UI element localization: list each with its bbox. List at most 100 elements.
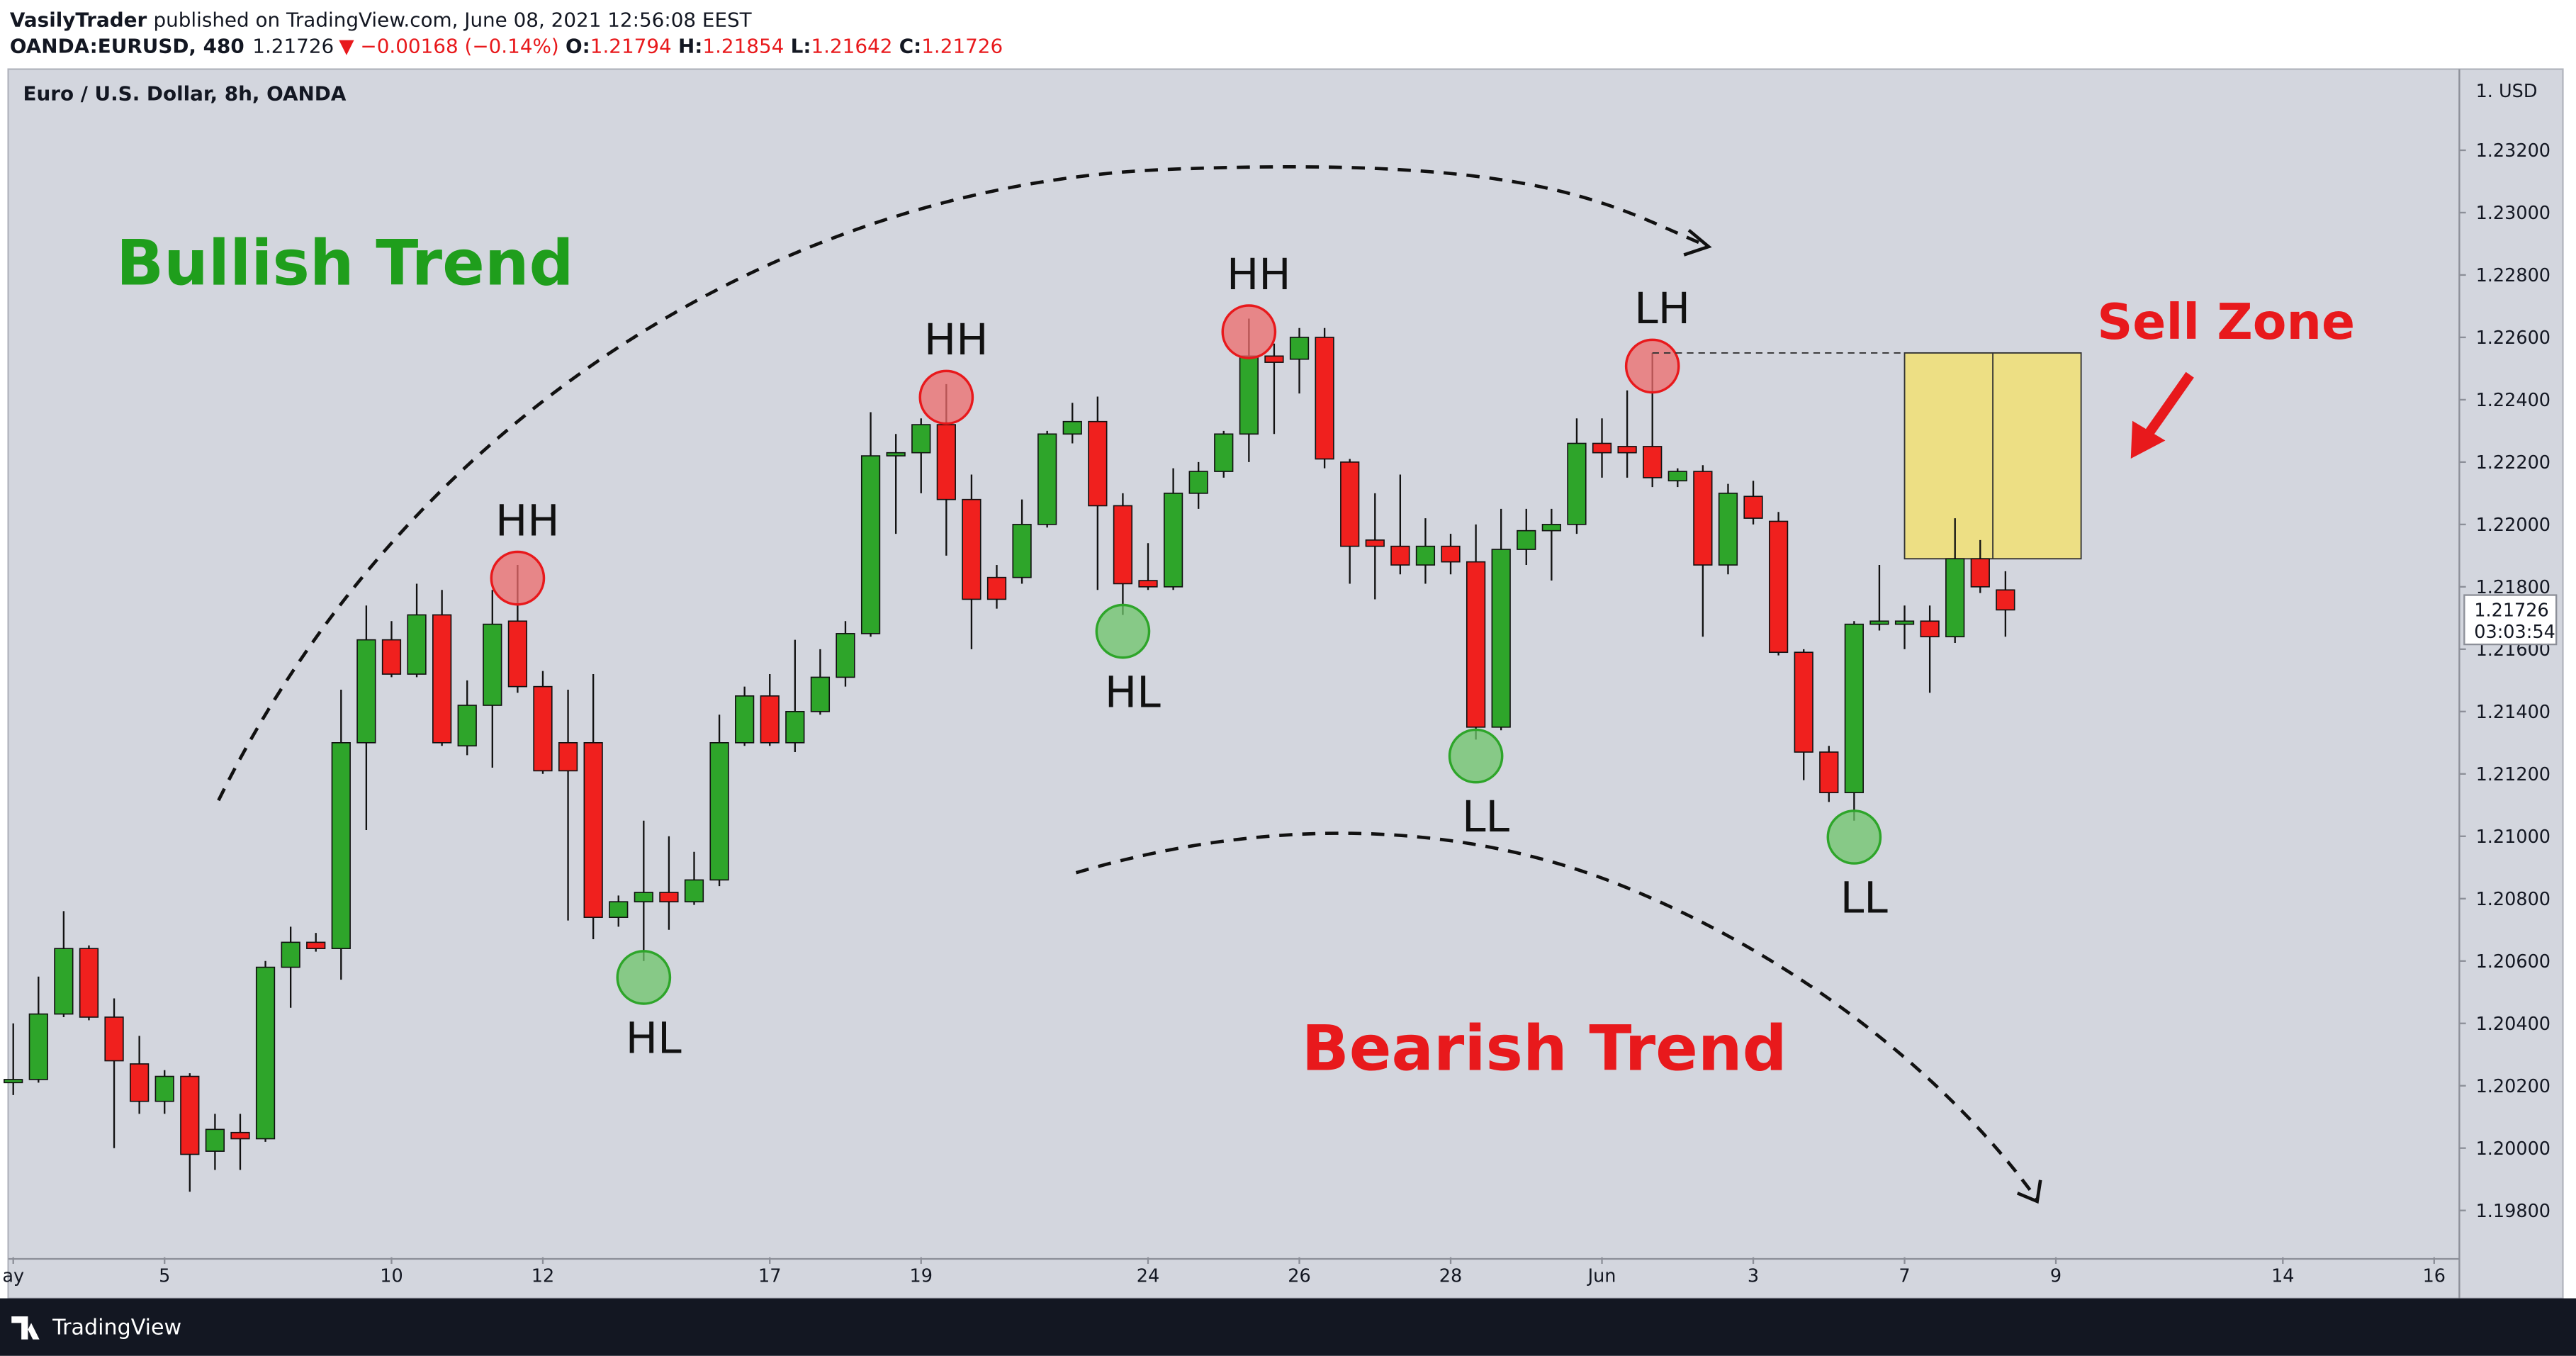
candle-body (1441, 545, 1461, 563)
candle-body (28, 1013, 48, 1080)
x-tick-label: 12 (531, 1265, 554, 1287)
change: ▼ −0.00168 (−0.14%) (339, 34, 559, 57)
candle-body (255, 966, 276, 1140)
x-tick-label: ay (2, 1265, 24, 1287)
candle-body (1315, 337, 1334, 460)
swing-circle (1448, 728, 1504, 784)
candle-body (558, 742, 578, 772)
y-tick-label: 1.21400 (2476, 702, 2550, 723)
y-tick-label: 1.20000 (2476, 1138, 2550, 1160)
plot: 1.19800 1.20000 1.20200 1.20400 1.20600 1.208… (2, 140, 2558, 1287)
x-tick-label: Jun (1587, 1265, 1616, 1287)
x-tick-label: 10 (380, 1265, 403, 1287)
candle-body (507, 620, 528, 688)
swing-circle (1221, 304, 1277, 359)
candle-body (1996, 589, 2015, 611)
candle-body (1491, 549, 1511, 728)
currency-label: 1. USD (2476, 81, 2538, 102)
trend-label: Bearish Trend (1302, 1012, 1787, 1085)
bearish-arc (1075, 831, 2039, 1201)
candle-body (1643, 446, 1663, 478)
candle-body (1214, 433, 1234, 472)
y-tick-label: 1.22400 (2476, 390, 2550, 411)
candle-body (1517, 529, 1536, 550)
x-tick-label: 24 (1137, 1265, 1159, 1287)
candle-body (1466, 561, 1486, 728)
y-tick-label: 1.21000 (2476, 827, 2550, 848)
candle-body (457, 705, 477, 747)
candle-body (54, 948, 74, 1015)
candle-body (810, 676, 831, 712)
swing-label: HH (924, 315, 989, 365)
trend-label: Bullish Trend (116, 226, 574, 299)
swing-circle (1826, 809, 1882, 865)
candle-body (1567, 442, 1587, 525)
candle-body (306, 941, 326, 949)
swing-label: HH (1227, 250, 1291, 300)
candle-body (1239, 355, 1259, 435)
swing-label: HL (1105, 668, 1161, 717)
arrow-head (2016, 1180, 2042, 1204)
candle-body (1088, 420, 1108, 507)
x-tick-label: 28 (1439, 1265, 1462, 1287)
ohlc-label: H: (678, 34, 702, 57)
candle-body (1718, 493, 1738, 566)
swing-label: HH (495, 496, 560, 546)
candle-body (1163, 493, 1183, 588)
y-tick-label: 1.23000 (2476, 203, 2550, 224)
candle-body (634, 892, 653, 902)
candle-body (583, 742, 603, 918)
x-tick-label: 14 (2271, 1265, 2294, 1287)
candle-body (1794, 651, 1813, 753)
candle-body (962, 498, 982, 600)
y-tick-label: 1.20800 (2476, 889, 2550, 910)
candle-body (1667, 471, 1687, 482)
ohlc-value: 1.21642 (811, 34, 892, 57)
candle-body (986, 576, 1007, 600)
candle-body (684, 879, 704, 902)
candle-body (1920, 620, 1940, 638)
logo (11, 1316, 40, 1340)
candle-body (1289, 337, 1310, 360)
y-tick-label: 1.22600 (2476, 327, 2550, 349)
candle-body (1188, 471, 1208, 494)
published: published on TradingView.com, June 08, 2… (153, 8, 752, 31)
candle-body (1365, 539, 1385, 547)
candle-body (381, 639, 402, 675)
y-tick-label: 1.22200 (2476, 452, 2550, 474)
x-tick-label: 17 (758, 1265, 781, 1287)
swing-label: LL (1840, 874, 1889, 924)
swing-label: HL (626, 1014, 682, 1064)
candle-body (1819, 751, 1839, 794)
y-tick-label: 1.22000 (2476, 515, 2550, 536)
candle-body (1743, 495, 1763, 519)
candle-body (785, 711, 805, 744)
x-tick-label: 26 (1288, 1265, 1310, 1287)
swing-circle (1095, 603, 1151, 659)
x-tick-label: 9 (2050, 1265, 2062, 1287)
zone-label: Sell Zone (2097, 293, 2355, 351)
candle-body (1844, 623, 1864, 794)
ohlc-value: 1.21726 (921, 34, 1003, 57)
swing-label: LL (1462, 792, 1510, 842)
candle-body (356, 639, 376, 744)
swing-label: LH (1634, 284, 1690, 334)
swing-circle (918, 369, 974, 425)
ohlc-value: 1.21794 (590, 34, 672, 57)
author: VasilyTrader (10, 8, 147, 31)
x-tick-label: 5 (159, 1265, 170, 1287)
countdown: 03:03:54 (2474, 622, 2555, 643)
candle-body (230, 1131, 250, 1140)
ohlc-label: C: (899, 34, 922, 57)
candle-body (709, 742, 729, 881)
bullish-arc (217, 165, 1709, 802)
sell-arrow (2143, 371, 2194, 439)
candle-body (1138, 580, 1158, 588)
x-tick-label: 16 (2423, 1265, 2446, 1287)
candle-body (1264, 355, 1284, 363)
candle-body (886, 452, 906, 456)
candle-body (154, 1075, 174, 1102)
candle-body (1062, 420, 1082, 435)
candle-body (180, 1075, 200, 1155)
